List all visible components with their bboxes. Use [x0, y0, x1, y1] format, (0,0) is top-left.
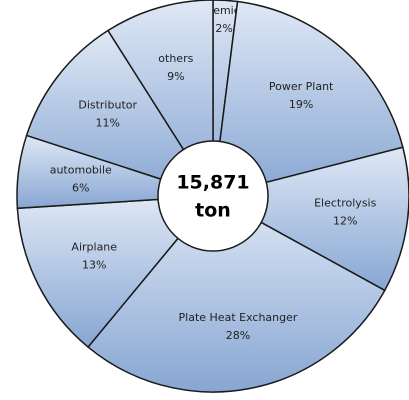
slice-label: others	[158, 52, 193, 65]
slice-value: 9%	[167, 70, 184, 83]
slice-label: Distributor	[78, 98, 137, 111]
slice-value: 13%	[82, 259, 106, 272]
slice-label: Electrolysis	[314, 197, 376, 210]
slice-label: Plate Heat Exchanger	[179, 311, 298, 324]
center-text: ton	[195, 200, 231, 222]
slice	[16, 195, 215, 349]
slice-value: 6%	[72, 181, 89, 194]
slice-value: 12%	[333, 215, 357, 228]
center-hole	[157, 140, 269, 252]
slice	[210, 146, 409, 292]
slice-label: Power Plant	[269, 80, 334, 93]
slice-label: automobile	[50, 163, 112, 176]
slice	[87, 195, 386, 393]
slice	[212, 0, 404, 198]
slice-value: 28%	[226, 329, 250, 342]
slice-label: Airplane	[71, 241, 117, 254]
slice-value: 11%	[95, 116, 119, 129]
slice	[25, 29, 215, 198]
slice-value: 19%	[289, 98, 313, 111]
slice-value: 2%	[215, 22, 232, 35]
center-text: 15,871	[176, 172, 249, 194]
